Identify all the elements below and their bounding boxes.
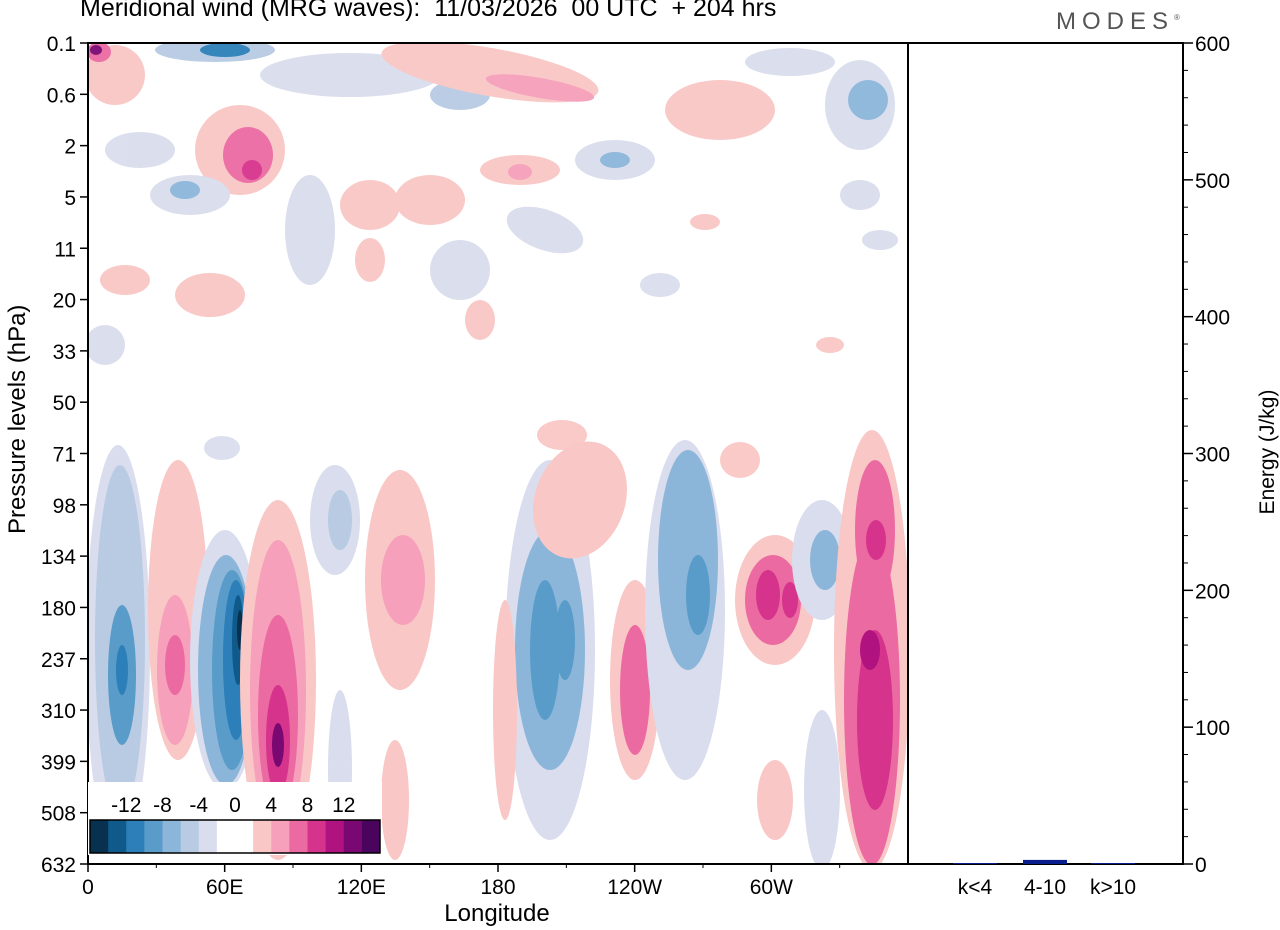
y-tick-label: 310 bbox=[41, 700, 76, 723]
energy-axis-label: Energy (J/kg) bbox=[1256, 389, 1279, 515]
colorbar-swatch bbox=[90, 820, 109, 853]
energy-tick-label: 100 bbox=[1195, 717, 1230, 740]
energy-tick-label: 0 bbox=[1195, 854, 1207, 877]
axis-ticks bbox=[80, 42, 1193, 872]
colorbar-swatch bbox=[198, 820, 218, 853]
y-tick-label: 134 bbox=[41, 546, 76, 569]
y-tick-label: 33 bbox=[53, 341, 76, 364]
colorbar-label: 8 bbox=[302, 794, 314, 817]
y-tick-label: 508 bbox=[41, 803, 76, 826]
colorbar-label: 0 bbox=[229, 794, 241, 817]
colorbar: -12 -8 -4 0 4 8 12 bbox=[88, 782, 382, 855]
energy-bars bbox=[953, 859, 1135, 864]
energy-tick-label: 300 bbox=[1195, 444, 1230, 467]
y-tick-label: 632 bbox=[41, 854, 76, 877]
chart-title: Meridional wind (MRG waves): 11/03/2026 … bbox=[80, 0, 777, 22]
y-tick-label: 0.1 bbox=[47, 33, 76, 56]
colorbar-swatch bbox=[216, 820, 236, 853]
colorbar-swatch bbox=[361, 820, 381, 853]
y-tick-label: 180 bbox=[41, 597, 76, 620]
x-tick-label: 60W bbox=[750, 876, 793, 899]
energy-category-label: k>10 bbox=[1090, 876, 1136, 899]
energy-tick-label: 500 bbox=[1195, 170, 1230, 193]
brand-text: MODES bbox=[1056, 8, 1175, 35]
colorbar-swatch bbox=[271, 820, 290, 853]
axis-labels: 0.1 0.6 2 5 11 20 33 50 71 98 134 180 237 310 399 508 63… bbox=[41, 33, 1230, 899]
energy-bar bbox=[1091, 863, 1135, 864]
x-tick-label: 120E bbox=[337, 876, 386, 899]
y-tick-label: 2 bbox=[64, 136, 76, 159]
colorbar-swatch bbox=[325, 820, 345, 853]
x-tick-label: 60E bbox=[206, 876, 243, 899]
colorbar-label: -8 bbox=[153, 794, 172, 817]
y-tick-label: 20 bbox=[53, 290, 76, 313]
energy-tick-label: 200 bbox=[1195, 580, 1230, 603]
upper-light-patches bbox=[88, 43, 898, 478]
x-tick-label: 180 bbox=[480, 876, 515, 899]
colorbar-swatch bbox=[126, 820, 145, 853]
energy-bar bbox=[1023, 859, 1067, 864]
energy-category-label: 4-10 bbox=[1024, 876, 1066, 899]
contour-field bbox=[88, 43, 908, 864]
y-tick-label: 399 bbox=[41, 751, 76, 774]
colorbar-swatch bbox=[180, 820, 200, 853]
y-tick-label: 98 bbox=[53, 495, 76, 518]
lower-wave-columns bbox=[88, 430, 908, 864]
colorbar-label: -12 bbox=[111, 794, 141, 817]
x-tick-label: 120W bbox=[607, 876, 662, 899]
energy-bar bbox=[953, 863, 997, 864]
colorbar-swatch bbox=[108, 820, 127, 853]
colorbar-swatch bbox=[307, 820, 327, 853]
y-axis-label: Pressure levels (hPa) bbox=[4, 304, 31, 534]
colorbar-swatch bbox=[144, 820, 163, 853]
y-tick-label: 71 bbox=[53, 444, 76, 467]
x-tick-label: 0 bbox=[82, 876, 94, 899]
colorbar-label: -4 bbox=[189, 794, 208, 817]
colorbar-swatch bbox=[343, 820, 363, 853]
y-tick-label: 50 bbox=[53, 392, 76, 415]
colorbar-swatch bbox=[289, 820, 308, 853]
colorbar-frame bbox=[89, 819, 381, 854]
energy-plot-frame bbox=[907, 42, 1184, 865]
colorbar-swatch bbox=[162, 820, 182, 853]
y-tick-label: 237 bbox=[41, 649, 76, 672]
colorbar-label: 4 bbox=[265, 794, 277, 817]
colorbar-label: 12 bbox=[332, 794, 355, 817]
y-tick-label: 11 bbox=[54, 238, 76, 261]
colorbar-swatch bbox=[235, 820, 254, 853]
energy-tick-label: 400 bbox=[1195, 307, 1230, 330]
brand-mark: ® bbox=[1174, 13, 1180, 22]
modes-logo: MODES® bbox=[1056, 8, 1180, 36]
x-axis-label: Longitude bbox=[444, 900, 550, 927]
y-tick-label: 0.6 bbox=[47, 84, 76, 107]
energy-tick-label: 600 bbox=[1195, 33, 1230, 56]
colorbar-swatch bbox=[253, 820, 272, 853]
y-tick-label: 5 bbox=[64, 187, 76, 210]
energy-category-label: k<4 bbox=[958, 876, 993, 899]
